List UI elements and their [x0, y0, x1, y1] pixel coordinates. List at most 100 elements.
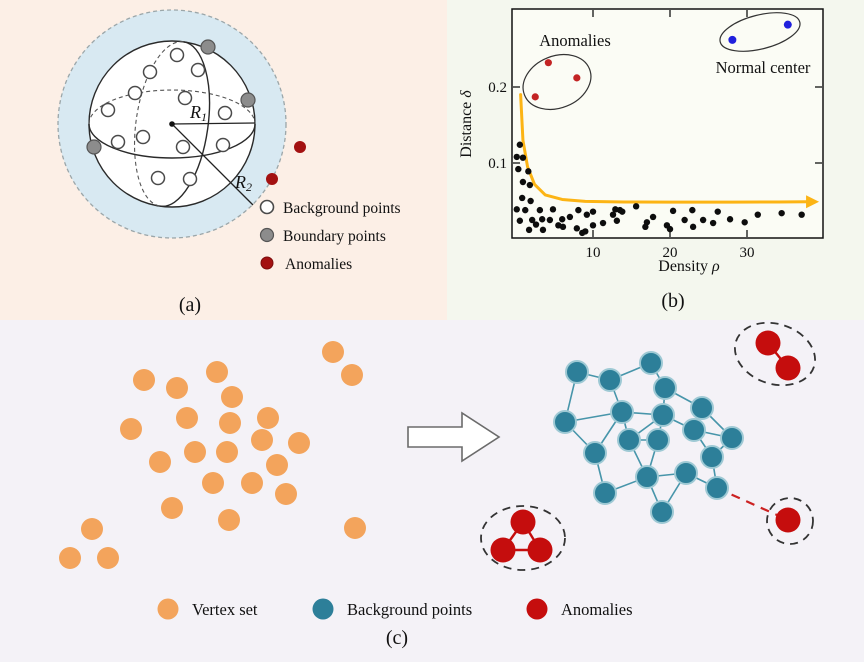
background-node	[593, 481, 617, 505]
r2-label-sub: 2	[246, 180, 252, 194]
graph-nodes-group	[553, 351, 744, 524]
background-node	[635, 465, 659, 489]
anomaly-cluster	[734, 321, 816, 387]
background-points-point	[709, 219, 717, 227]
background-points-point	[518, 194, 526, 202]
vertex-point	[288, 432, 310, 454]
vertex-point	[202, 472, 224, 494]
background-points-point	[649, 213, 657, 221]
background-points-point	[559, 216, 566, 223]
anomalies-ellipse	[522, 53, 592, 111]
r2-label: R2	[234, 172, 252, 194]
background-point	[190, 62, 206, 78]
normal-center-point	[783, 20, 792, 29]
background-points-point	[515, 165, 522, 173]
legend-anomalies-icon	[260, 256, 274, 270]
background-node	[650, 500, 674, 524]
r2-label-base: R	[234, 172, 246, 192]
background-points-point	[519, 178, 527, 186]
vertex-point	[266, 454, 288, 476]
background-node	[651, 403, 675, 427]
anomaly-cluster-ellipse	[734, 321, 816, 387]
boundary-point	[240, 92, 256, 108]
x-tick-label: 20	[663, 245, 678, 261]
anomaly-point	[266, 173, 278, 185]
vertex-set-group	[59, 341, 366, 569]
vertex-point	[251, 429, 273, 451]
scatter-points-group	[513, 20, 805, 237]
background-points-point	[589, 208, 597, 215]
background-points-point	[666, 225, 674, 233]
vertex-point	[206, 361, 228, 383]
background-points-point	[589, 222, 597, 229]
vertex-point	[218, 509, 240, 531]
background-points-point	[555, 222, 562, 229]
background-point	[177, 90, 193, 106]
panel-c-legend: Vertex set Background points Anomalies	[157, 598, 633, 620]
y-tick-label: 0.2	[488, 80, 507, 96]
background-points-point	[522, 206, 529, 214]
background-points-point	[619, 208, 626, 215]
normal-center-annotation: Normal center	[716, 58, 811, 77]
panel-a-legend: Background points Boundary points Anomal…	[259, 199, 401, 273]
anomaly-cluster-ellipse	[480, 505, 566, 571]
anomaly-points-group	[266, 141, 306, 185]
background-points-point	[798, 211, 805, 218]
vertex-point	[221, 386, 243, 408]
background-node	[617, 428, 641, 452]
transform-arrow-icon	[407, 411, 501, 463]
legend-anomalies-label: Anomalies	[285, 256, 352, 273]
panel-b: 10 20 30 0.1 0.2 Anomalies Normal center Dis…	[447, 0, 864, 320]
background-points-point	[525, 226, 533, 234]
background-points-point	[528, 216, 536, 224]
background-point	[182, 171, 198, 187]
legend-background-points-label: Background points	[283, 200, 401, 217]
vertex-point	[133, 369, 155, 391]
background-point	[142, 64, 158, 80]
background-points-point	[613, 217, 621, 224]
graph-transformation-diagram: Vertex set Background points Anomalies (…	[59, 321, 816, 649]
background-points-point	[599, 219, 607, 227]
vertex-point	[241, 472, 263, 494]
trend-curve-arrowhead	[806, 195, 820, 209]
sphere-center-dot	[169, 121, 175, 127]
background-points-point	[714, 208, 721, 215]
background-point	[150, 170, 166, 186]
r1-label: R1	[189, 102, 207, 124]
legend-boundary-point-icon	[259, 227, 275, 243]
anomaly-dashed-link	[716, 486, 789, 522]
boundary-point	[200, 39, 216, 55]
background-node	[583, 441, 607, 465]
radius-r2-line	[171, 123, 254, 206]
y-axis-label-name: Distance	[458, 98, 475, 158]
vertex-point	[322, 341, 344, 363]
vertex-point	[161, 497, 183, 519]
background-node	[639, 351, 663, 375]
background-node	[598, 368, 622, 392]
background-points-point	[681, 216, 688, 224]
background-points-point	[689, 223, 697, 231]
vertex-point	[275, 483, 297, 505]
y-axis-label-symbol: δ	[458, 90, 475, 98]
vertex-point	[120, 418, 142, 440]
background-points-point	[741, 219, 748, 226]
background-node	[705, 476, 729, 500]
caption-c: (c)	[386, 627, 408, 649]
background-points-point	[532, 221, 540, 228]
y-tick-label: 0.1	[488, 156, 507, 172]
background-points-point	[754, 211, 761, 218]
caption-b: (b)	[661, 290, 684, 312]
background-points-point	[513, 153, 520, 161]
anomaly-cluster-ellipse	[766, 497, 814, 545]
tick-labels: 10 20 30 0.1 0.2	[488, 80, 754, 261]
background-node	[674, 461, 698, 485]
x-axis-label-symbol: ρ	[711, 258, 720, 275]
background-points-point	[519, 154, 527, 161]
r1-label-sub: 1	[201, 110, 207, 124]
vertex-point	[149, 451, 171, 473]
anomalies-point	[531, 93, 539, 101]
vertex-point	[166, 377, 188, 399]
background-points-point	[513, 206, 520, 213]
radius-r1-line	[171, 122, 256, 125]
